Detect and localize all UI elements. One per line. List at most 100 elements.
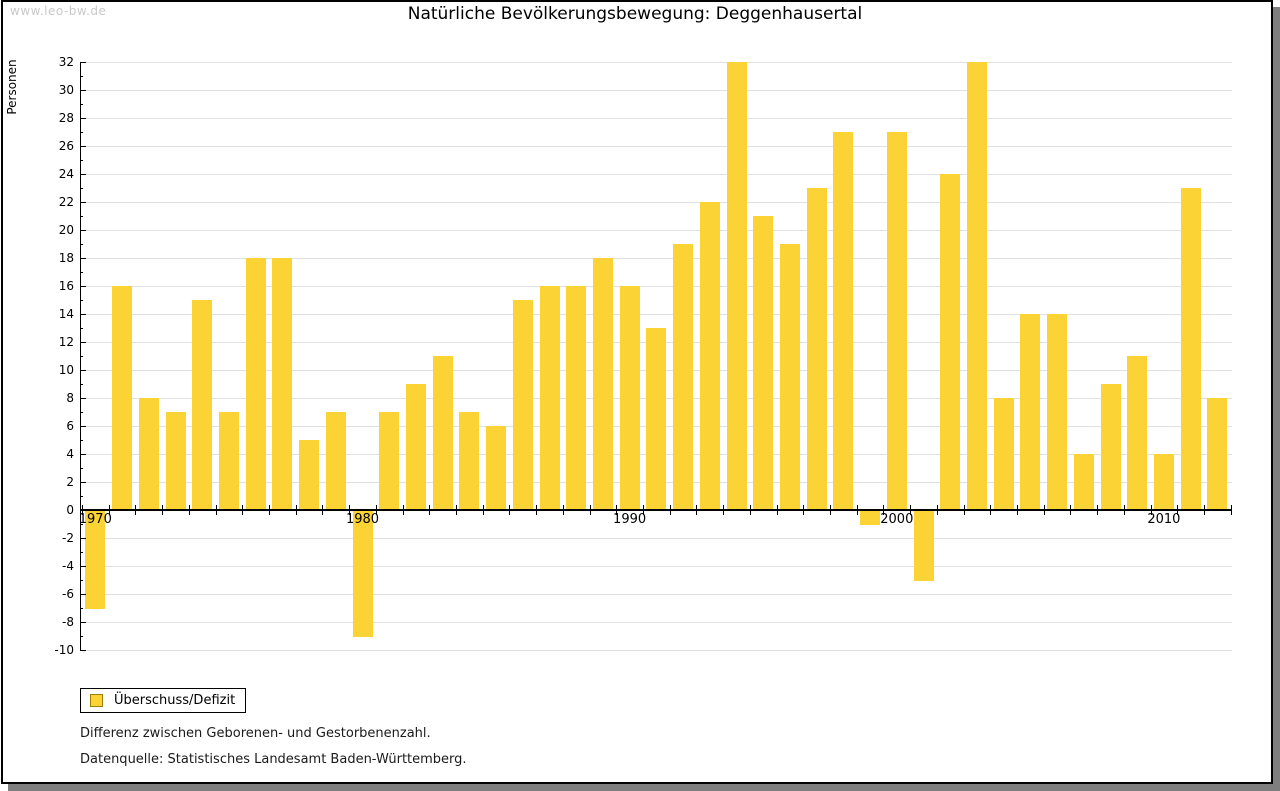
site-watermark: www.leo-bw.de xyxy=(10,4,107,18)
y-tick-label: 10 xyxy=(58,363,74,377)
y-tick-label: -8 xyxy=(62,615,74,629)
x-tick-label: 1990 xyxy=(613,512,647,527)
gridline xyxy=(80,622,1232,623)
bar-2007 xyxy=(1073,454,1094,510)
bar-1998 xyxy=(833,132,854,510)
y-major-tick xyxy=(80,566,86,567)
bar-2005 xyxy=(1020,314,1041,510)
bar-1981 xyxy=(379,412,400,510)
y-minor-tick xyxy=(80,496,83,497)
bar-1970 xyxy=(85,511,106,609)
bar-1985 xyxy=(486,426,506,510)
y-tick-label: 2 xyxy=(66,475,74,489)
note-definition: Differenz zwischen Geborenen- und Gestor… xyxy=(80,726,431,741)
bar-1994 xyxy=(726,62,747,510)
bar-1972 xyxy=(138,398,159,510)
y-major-tick xyxy=(80,118,86,119)
y-minor-tick xyxy=(80,412,83,413)
gridline xyxy=(80,314,1232,315)
bar-2004 xyxy=(993,398,1014,510)
y-major-tick xyxy=(80,538,86,539)
bar-1995 xyxy=(753,216,774,510)
y-tick-label: 32 xyxy=(58,55,74,69)
gridline xyxy=(80,90,1232,91)
x-tick xyxy=(1150,505,1152,515)
x-tick xyxy=(749,505,751,515)
y-tick-label: -4 xyxy=(62,559,74,573)
bar-1975 xyxy=(218,412,239,510)
y-major-tick xyxy=(80,370,86,371)
bar-1987 xyxy=(539,286,560,510)
bar-1997 xyxy=(806,188,827,510)
bar-1983 xyxy=(432,356,453,510)
y-minor-tick xyxy=(80,524,83,525)
y-major-tick xyxy=(80,286,86,287)
y-minor-tick xyxy=(80,384,83,385)
bar-1993 xyxy=(699,202,720,510)
gridline xyxy=(80,538,1232,539)
gridline xyxy=(80,286,1232,287)
y-minor-tick xyxy=(80,132,83,133)
x-tick xyxy=(856,505,858,515)
y-tick-label: 12 xyxy=(58,335,74,349)
gridline xyxy=(80,118,1232,119)
gridline xyxy=(80,650,1232,651)
bar-1999 xyxy=(860,511,880,525)
bar-2003 xyxy=(966,62,987,510)
y-tick-label: 0 xyxy=(66,503,74,517)
y-major-tick xyxy=(80,398,86,399)
y-tick-label: 6 xyxy=(66,419,74,433)
x-tick xyxy=(696,505,698,515)
gridline xyxy=(80,594,1232,595)
y-tick-label: -2 xyxy=(62,531,74,545)
bar-1982 xyxy=(405,384,426,510)
x-tick-label: 2000 xyxy=(880,512,914,527)
bar-1990 xyxy=(619,286,640,510)
y-tick-label: 4 xyxy=(66,447,74,461)
gridline xyxy=(80,62,1232,63)
bar-1979 xyxy=(325,412,346,510)
bar-1974 xyxy=(192,300,213,510)
x-tick xyxy=(402,505,404,515)
x-tick xyxy=(1070,505,1072,515)
y-minor-tick xyxy=(80,468,83,469)
y-major-tick xyxy=(80,230,86,231)
y-minor-tick xyxy=(80,272,83,273)
y-minor-tick xyxy=(80,188,83,189)
x-tick xyxy=(616,505,618,515)
y-minor-tick xyxy=(80,580,83,581)
bar-1991 xyxy=(646,328,667,510)
x-tick xyxy=(1123,505,1125,515)
x-tick xyxy=(589,505,591,515)
x-axis-line xyxy=(80,509,1232,511)
bar-2000 xyxy=(886,132,907,510)
y-major-tick xyxy=(80,622,86,623)
y-major-tick xyxy=(80,62,86,63)
x-tick xyxy=(1043,505,1045,515)
x-tick xyxy=(936,505,938,515)
x-tick xyxy=(509,505,511,515)
y-tick-label: 30 xyxy=(58,83,74,97)
x-tick xyxy=(1017,505,1018,515)
bar-2002 xyxy=(940,174,961,510)
note-datasource: Datenquelle: Statistisches Landesamt Bad… xyxy=(80,752,467,767)
x-tick xyxy=(1204,505,1205,515)
x-tick xyxy=(1097,505,1099,515)
x-tick xyxy=(1230,505,1232,515)
y-major-tick xyxy=(80,90,86,91)
x-tick-label: 2010 xyxy=(1147,512,1181,527)
x-tick xyxy=(269,505,270,515)
gridline xyxy=(80,230,1232,231)
x-tick xyxy=(562,505,564,515)
bar-2006 xyxy=(1047,314,1067,510)
x-tick xyxy=(803,505,805,515)
y-tick-label: 20 xyxy=(58,223,74,237)
y-major-tick xyxy=(80,202,86,203)
y-major-tick xyxy=(80,454,86,455)
y-major-tick xyxy=(80,426,86,427)
y-tick-label: 18 xyxy=(58,251,74,265)
y-minor-tick xyxy=(80,608,83,609)
y-minor-tick xyxy=(80,356,83,357)
x-tick xyxy=(910,505,912,515)
